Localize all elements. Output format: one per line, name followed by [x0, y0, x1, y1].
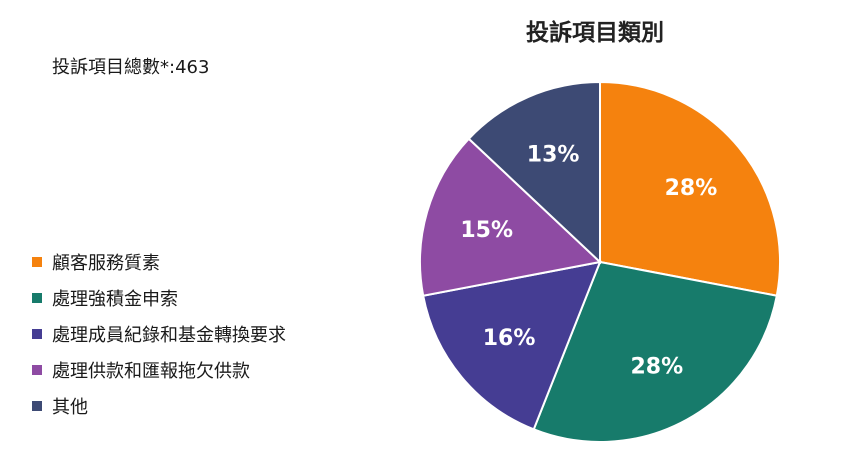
legend-swatch	[32, 329, 42, 339]
pie-chart-container: 投訴項目類別 28% 28% 16% 15% 13%	[408, 10, 798, 460]
pie-slice-contributions	[419, 137, 603, 297]
legend-item-mpf-claims: 處理強積金申索	[32, 280, 286, 316]
chart-title: 投訴項目類別	[526, 19, 664, 46]
legend-swatch	[32, 293, 42, 303]
pie-slice-others	[467, 80, 601, 265]
legend-swatch	[32, 365, 42, 375]
legend-item-contributions: 處理供款和匯報拖欠供款	[32, 352, 286, 388]
pie-slices	[419, 80, 781, 443]
pie-slice-customer-service	[599, 80, 781, 297]
legend-label: 顧客服務質素	[52, 253, 160, 274]
legend-swatch	[32, 257, 42, 267]
pie-label-others: 13%	[527, 143, 580, 168]
total-complaints-text: 投訴項目總數*:463	[52, 57, 210, 78]
chart-legend: 顧客服務質素 處理強積金申索 處理成員紀錄和基金轉換要求 處理供款和匯報拖欠供款…	[32, 244, 286, 424]
pie-chart: 投訴項目類別 28% 28% 16% 15% 13%	[419, 19, 781, 443]
pie-label-contributions: 15%	[460, 218, 513, 243]
legend-label: 處理供款和匯報拖欠供款	[52, 361, 250, 382]
legend-item-others: 其他	[32, 388, 286, 424]
legend-swatch	[32, 401, 42, 411]
pie-label-customer-service: 28%	[665, 176, 718, 201]
legend-label: 處理強積金申索	[52, 289, 178, 310]
pie-slice-member-records	[422, 260, 602, 431]
legend-label: 處理成員紀錄和基金轉換要求	[52, 325, 286, 346]
legend-label: 其他	[52, 397, 88, 418]
legend-item-customer-service: 顧客服務質素	[32, 244, 286, 280]
pie-label-mpf-claims: 28%	[631, 354, 684, 379]
legend-item-member-records: 處理成員紀錄和基金轉換要求	[32, 316, 286, 352]
pie-slice-mpf-claims	[532, 260, 778, 443]
pie-label-member-records: 16%	[483, 326, 536, 351]
pie-labels: 28% 28% 16% 15% 13%	[460, 143, 717, 380]
